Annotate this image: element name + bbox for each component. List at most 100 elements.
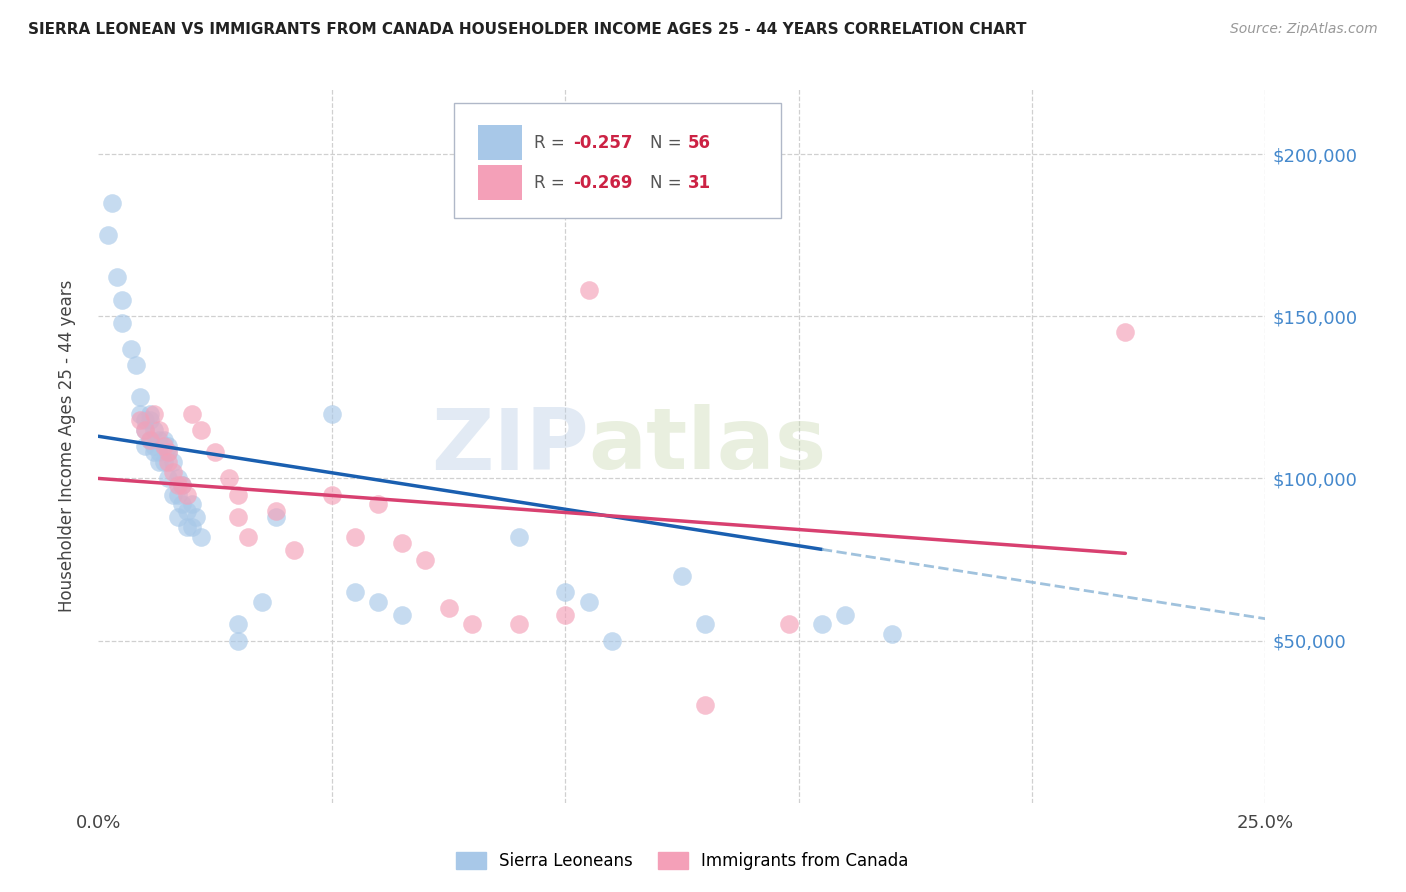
Text: R =: R = (534, 174, 569, 192)
Point (162, 488, 184, 502)
Text: 56: 56 (688, 134, 711, 152)
Text: atlas: atlas (589, 404, 827, 488)
Point (139, 407, 162, 421)
Point (554, 607, 576, 622)
Point (134, 413, 156, 427)
Point (97, 228, 120, 243)
Point (143, 439, 166, 453)
Point (134, 423, 156, 437)
Point (157, 471, 180, 485)
Point (283, 542, 305, 557)
Point (600, 633, 623, 648)
Text: -0.257: -0.257 (574, 134, 633, 152)
FancyBboxPatch shape (454, 103, 782, 218)
Point (228, 633, 250, 648)
Point (111, 293, 134, 307)
Point (105, 270, 128, 285)
Point (204, 445, 226, 459)
Point (508, 617, 530, 632)
Point (264, 510, 287, 524)
Point (578, 595, 600, 609)
Point (143, 445, 166, 459)
Point (157, 439, 180, 453)
Text: N =: N = (651, 134, 688, 152)
Point (578, 283, 600, 297)
Point (134, 439, 156, 453)
Point (321, 488, 343, 502)
Point (228, 617, 250, 632)
Point (391, 536, 413, 550)
Point (157, 445, 180, 459)
Point (190, 423, 212, 437)
Point (811, 617, 834, 632)
Point (176, 504, 198, 518)
Point (437, 601, 460, 615)
Text: Source: ZipAtlas.com: Source: ZipAtlas.com (1230, 22, 1378, 37)
Point (695, 617, 717, 632)
Point (139, 433, 162, 447)
Text: R =: R = (534, 134, 569, 152)
Point (148, 433, 170, 447)
Point (367, 497, 389, 511)
Point (139, 413, 162, 427)
Point (166, 488, 188, 502)
Point (228, 510, 250, 524)
Point (218, 471, 240, 485)
Point (152, 455, 174, 469)
Legend: Sierra Leoneans, Immigrants from Canada: Sierra Leoneans, Immigrants from Canada (449, 845, 915, 877)
Point (148, 445, 170, 459)
Point (148, 455, 170, 469)
Point (344, 530, 367, 544)
Point (162, 455, 184, 469)
Point (321, 407, 343, 421)
Text: -0.269: -0.269 (574, 174, 633, 192)
Text: N =: N = (651, 174, 688, 192)
Point (180, 497, 202, 511)
Text: ZIP: ZIP (430, 404, 589, 488)
Point (129, 413, 152, 427)
Point (880, 627, 903, 641)
Point (671, 568, 693, 582)
Point (391, 607, 413, 622)
Point (778, 617, 800, 632)
Bar (478, 126, 522, 160)
Point (166, 471, 188, 485)
Point (148, 423, 170, 437)
Point (101, 195, 124, 210)
Point (172, 478, 194, 492)
Point (461, 617, 484, 632)
Point (176, 520, 198, 534)
Point (190, 530, 212, 544)
Point (236, 530, 259, 544)
Point (129, 407, 152, 421)
Point (152, 439, 174, 453)
Point (508, 530, 530, 544)
Point (695, 698, 717, 713)
Point (166, 478, 188, 492)
Point (834, 607, 856, 622)
Point (111, 316, 134, 330)
Point (554, 585, 576, 599)
Point (250, 595, 273, 609)
Point (1114, 326, 1136, 340)
Point (228, 488, 250, 502)
Point (157, 455, 180, 469)
Point (143, 423, 166, 437)
Point (367, 595, 389, 609)
Point (162, 465, 184, 479)
Point (129, 390, 152, 404)
Point (134, 423, 156, 437)
Point (180, 407, 202, 421)
Point (120, 342, 142, 356)
Point (180, 520, 202, 534)
Point (152, 433, 174, 447)
Text: 31: 31 (688, 174, 711, 192)
Point (413, 552, 436, 566)
Text: SIERRA LEONEAN VS IMMIGRANTS FROM CANADA HOUSEHOLDER INCOME AGES 25 - 44 YEARS C: SIERRA LEONEAN VS IMMIGRANTS FROM CANADA… (28, 22, 1026, 37)
Point (157, 445, 180, 459)
Y-axis label: Householder Income Ages 25 - 44 years: Householder Income Ages 25 - 44 years (58, 280, 76, 612)
Point (186, 510, 208, 524)
Point (172, 478, 194, 492)
Point (172, 497, 194, 511)
Point (125, 358, 148, 372)
